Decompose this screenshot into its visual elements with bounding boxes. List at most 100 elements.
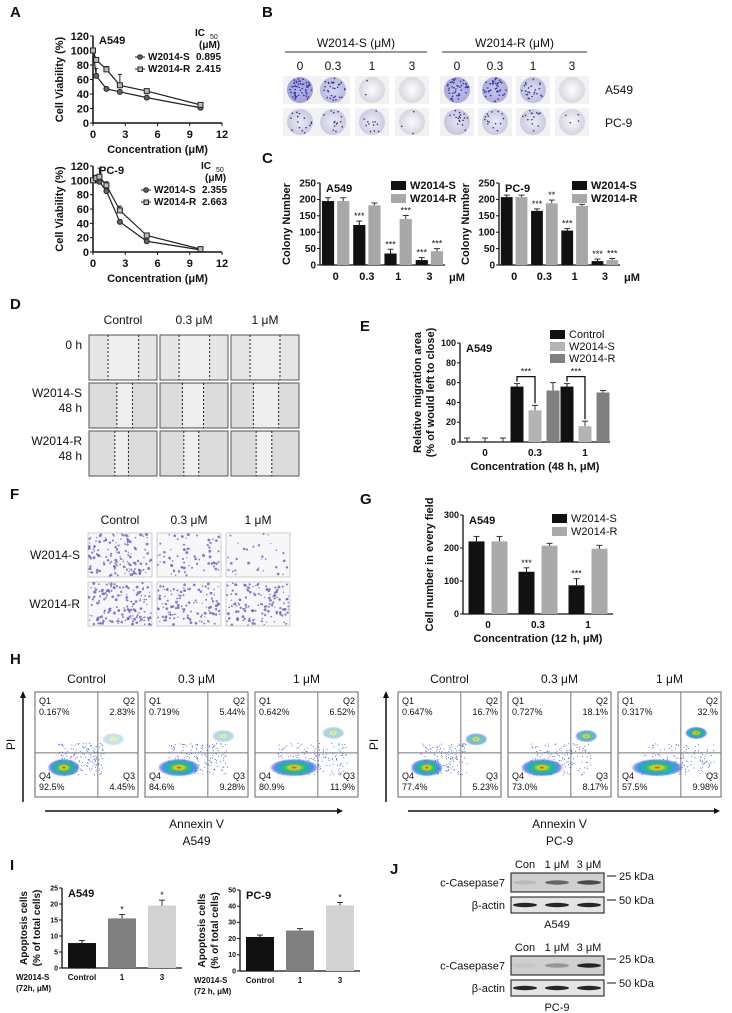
x-tick-label: 3 — [338, 976, 343, 985]
event — [328, 757, 330, 759]
event — [684, 774, 686, 776]
event — [456, 759, 458, 761]
event — [212, 747, 214, 749]
event — [102, 749, 104, 751]
cell — [177, 570, 181, 573]
cell — [176, 589, 179, 592]
colony — [309, 124, 311, 127]
cell — [205, 606, 207, 608]
colony — [534, 89, 537, 91]
colony — [310, 121, 313, 124]
late-apoptotic-population — [464, 732, 488, 746]
cell — [282, 573, 284, 576]
live-population — [630, 758, 684, 777]
event — [197, 773, 199, 775]
quadrant-label: Q4 — [512, 771, 524, 781]
colony — [494, 82, 497, 85]
significance-label: *** — [521, 367, 532, 377]
event — [681, 757, 683, 759]
event — [310, 744, 312, 746]
event — [571, 753, 573, 755]
x-tick-label: Control — [68, 973, 96, 982]
quadrant-label: Q4 — [402, 771, 414, 781]
event — [449, 747, 451, 749]
event — [654, 754, 656, 756]
colony — [305, 126, 307, 129]
event — [182, 749, 184, 751]
cell — [142, 586, 144, 589]
cell — [279, 613, 282, 616]
event — [100, 771, 102, 773]
x-tick-label: 1 — [582, 448, 588, 459]
y-tick-label: 50 — [305, 244, 317, 255]
event — [308, 757, 310, 759]
event — [322, 770, 324, 772]
cell — [244, 603, 247, 607]
colony — [297, 78, 300, 80]
event — [341, 754, 343, 756]
cell — [144, 548, 147, 551]
event — [425, 746, 427, 748]
cell — [264, 596, 266, 599]
colony — [324, 85, 326, 88]
event — [323, 756, 325, 758]
colony — [296, 115, 299, 118]
event — [98, 769, 100, 771]
bar — [399, 219, 412, 265]
event — [535, 746, 537, 748]
well-stain — [320, 109, 346, 135]
colony — [365, 124, 368, 127]
x-axis-label: Annexin V — [532, 817, 587, 831]
event — [442, 755, 444, 757]
cell — [180, 565, 183, 569]
cell — [170, 613, 172, 615]
cell — [173, 534, 177, 538]
event — [450, 758, 452, 760]
colony — [333, 77, 336, 80]
cell — [184, 549, 186, 551]
cell — [210, 562, 214, 565]
event — [292, 755, 294, 757]
cell — [198, 558, 201, 561]
event — [195, 744, 197, 746]
event — [314, 753, 316, 755]
colony — [539, 112, 541, 114]
cell — [261, 603, 264, 606]
cell — [282, 552, 285, 555]
event — [436, 759, 438, 761]
colony — [292, 96, 294, 98]
event — [461, 745, 463, 747]
lane-label: Con — [515, 942, 535, 954]
cell — [260, 558, 263, 560]
event — [445, 753, 447, 755]
event — [462, 746, 464, 748]
colony — [524, 81, 527, 84]
colony — [484, 116, 487, 118]
bar — [326, 905, 354, 971]
colony — [307, 96, 310, 98]
colony-well — [516, 76, 550, 104]
cell — [248, 587, 251, 589]
event — [556, 750, 558, 752]
event — [183, 744, 185, 746]
cell — [208, 555, 212, 559]
wound-gap — [253, 384, 279, 427]
cell — [271, 595, 273, 598]
cell — [197, 588, 201, 592]
cell — [119, 555, 121, 558]
colony — [310, 122, 313, 125]
event — [314, 748, 316, 750]
event — [445, 766, 447, 768]
colony — [458, 111, 461, 114]
event — [567, 761, 569, 763]
colony — [537, 113, 540, 115]
plot-frame — [144, 691, 249, 798]
cell — [92, 596, 95, 598]
cell — [227, 617, 231, 620]
event — [430, 751, 432, 753]
cell — [117, 594, 120, 597]
cell — [231, 589, 234, 592]
wound-image — [159, 334, 229, 381]
cell — [263, 605, 267, 608]
